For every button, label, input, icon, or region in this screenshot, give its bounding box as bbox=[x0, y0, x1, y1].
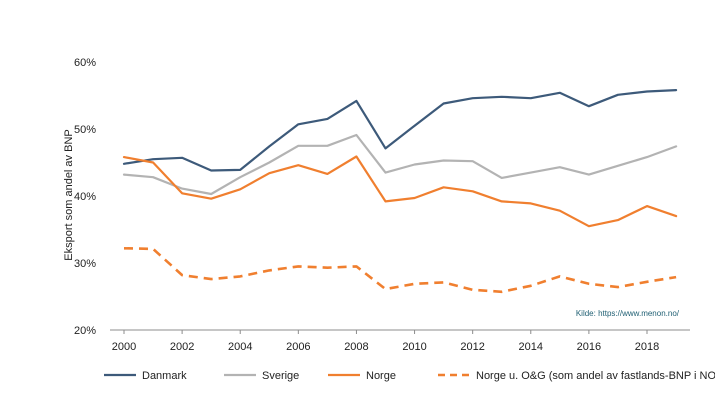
x-tick-label: 2014 bbox=[519, 341, 543, 353]
x-tick-label: 2000 bbox=[112, 341, 136, 353]
series-line-2 bbox=[122, 155, 678, 228]
legend-item-0: Danmark bbox=[104, 370, 187, 382]
legend-item-3: Norge u. O&G (som andel av fastlands-BNP… bbox=[438, 370, 715, 382]
y-tick-label: 50% bbox=[74, 124, 96, 136]
axis-layer: 20% 30% 40% 50% 60% 2000 2002 2004 2006 2008 2010 2… bbox=[74, 57, 690, 353]
y-axis-title: Eksport som andel av BNP bbox=[63, 129, 75, 260]
y-tick-label: 20% bbox=[74, 325, 96, 337]
legend-item-1: Sverige bbox=[224, 370, 299, 382]
series-layer bbox=[122, 88, 678, 294]
x-tick-label: 2002 bbox=[170, 341, 194, 353]
y-tick-label: 60% bbox=[74, 57, 96, 69]
series-line-3 bbox=[123, 247, 677, 294]
x-tick-label: 2010 bbox=[402, 341, 426, 353]
x-tick-label: 2006 bbox=[286, 341, 310, 353]
x-tick-label: 2012 bbox=[460, 341, 484, 353]
y-tick-label: 30% bbox=[74, 258, 96, 270]
legend-label: Norge u. O&G (som andel av fastlands-BNP… bbox=[476, 370, 715, 382]
legend-label: Norge bbox=[366, 370, 396, 382]
source-note: Kilde: https://www.menon.no/ bbox=[576, 309, 680, 318]
legend-label: Danmark bbox=[142, 370, 187, 382]
legend: Danmark Sverige Norge Norge u. O&G (som and… bbox=[104, 370, 715, 382]
x-tick-label: 2016 bbox=[577, 341, 601, 353]
legend-label: Sverige bbox=[262, 370, 299, 382]
x-tick-label: 2004 bbox=[228, 341, 252, 353]
y-tick-label: 40% bbox=[74, 191, 96, 203]
legend-item-2: Norge bbox=[328, 370, 396, 382]
x-tick-label: 2018 bbox=[635, 341, 659, 353]
series-line-1 bbox=[122, 133, 678, 196]
x-tick-label: 2008 bbox=[344, 341, 368, 353]
series-line-0 bbox=[122, 88, 678, 172]
